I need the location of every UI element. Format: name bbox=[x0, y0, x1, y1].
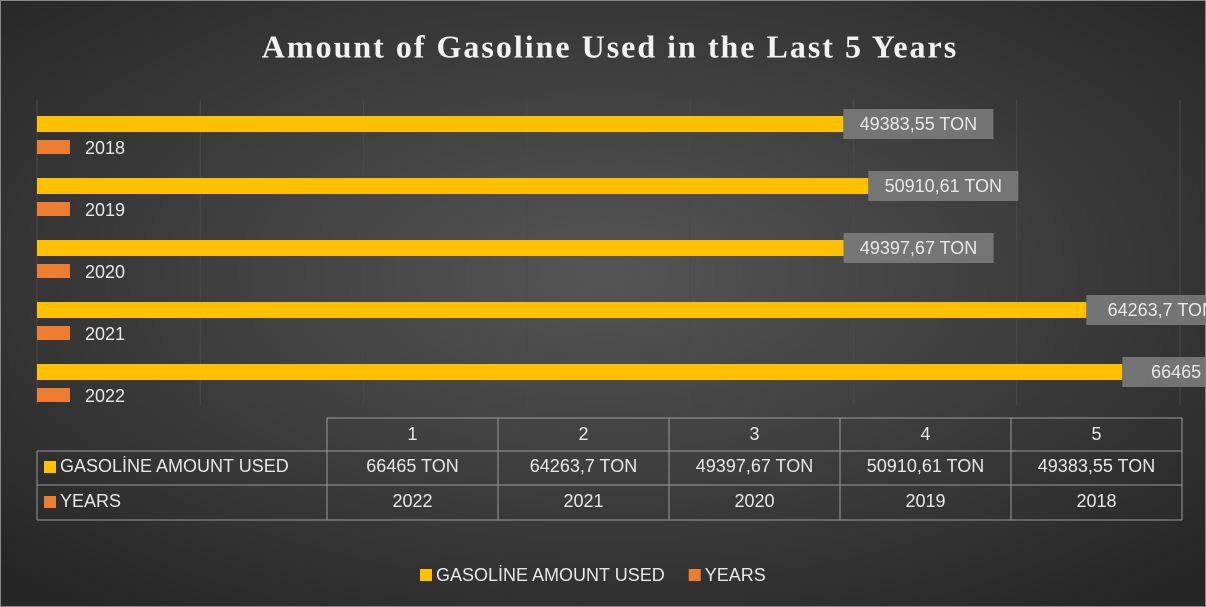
table-cell: 66465 TON bbox=[366, 456, 458, 476]
bar bbox=[37, 240, 844, 256]
table-cell: 2018 bbox=[1076, 491, 1116, 511]
table-cell: 64263,7 TON bbox=[530, 456, 637, 476]
legend-label: GASOLİNE AMOUNT USED bbox=[436, 565, 665, 585]
bar bbox=[37, 140, 70, 154]
table-cell: 49383,55 TON bbox=[1038, 456, 1155, 476]
data-label: 49397,67 TON bbox=[860, 238, 977, 258]
data-label: 2022 bbox=[85, 386, 125, 406]
data-label-box bbox=[868, 171, 1019, 201]
bar bbox=[37, 388, 71, 402]
table-row-label: YEARS bbox=[60, 491, 121, 511]
bar bbox=[37, 364, 1123, 380]
bar bbox=[37, 326, 71, 340]
table-legend-key bbox=[44, 496, 56, 508]
bar bbox=[37, 264, 70, 278]
data-label-box bbox=[1122, 357, 1206, 387]
table-header: 5 bbox=[1091, 424, 1101, 444]
data-label: 66465 TON bbox=[1151, 362, 1206, 382]
table-cell: 49397,67 TON bbox=[696, 456, 813, 476]
data-label-box bbox=[843, 109, 994, 139]
data-label: 2019 bbox=[85, 200, 125, 220]
table-cell: 50910,61 TON bbox=[867, 456, 984, 476]
legend-label: YEARS bbox=[705, 565, 766, 585]
table-header: 4 bbox=[920, 424, 930, 444]
table-row-label: GASOLİNE AMOUNT USED bbox=[60, 456, 289, 476]
table-cell: 2022 bbox=[392, 491, 432, 511]
table-cell: 2020 bbox=[734, 491, 774, 511]
table-cell: 2021 bbox=[563, 491, 603, 511]
data-label-box bbox=[843, 233, 994, 263]
bar bbox=[37, 302, 1087, 318]
data-label: 64263,7 TON bbox=[1108, 300, 1206, 320]
table-header: 1 bbox=[407, 424, 417, 444]
table-header: 2 bbox=[578, 424, 588, 444]
bar bbox=[37, 178, 869, 194]
chart-title: Amount of Gasoline Used in the Last 5 Ye… bbox=[262, 28, 958, 64]
table-cell: 2019 bbox=[905, 491, 945, 511]
data-label: 49383,55 TON bbox=[860, 114, 977, 134]
data-label: 2020 bbox=[85, 262, 125, 282]
data-label-box bbox=[1086, 295, 1206, 325]
bar bbox=[37, 202, 70, 216]
data-label: 50910,61 TON bbox=[885, 176, 1002, 196]
bar bbox=[37, 116, 844, 132]
data-label: 2018 bbox=[85, 138, 125, 158]
legend-key bbox=[688, 569, 701, 581]
data-label: 2021 bbox=[85, 324, 125, 344]
legend-key bbox=[420, 569, 432, 581]
table-legend-key bbox=[44, 461, 56, 473]
table-header: 3 bbox=[749, 424, 759, 444]
